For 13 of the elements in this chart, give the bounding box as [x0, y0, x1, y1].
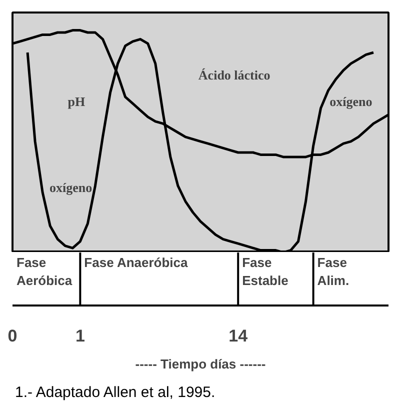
x-tick-label: 0 [8, 326, 18, 346]
annotation: oxígeno [330, 94, 372, 109]
annotation: oxígeno [49, 180, 92, 196]
x-tick-label: 14 [228, 326, 248, 346]
text: Fase Alim. [317, 255, 350, 288]
text: 1.- Adaptado Allen et al, 1995. [15, 383, 216, 403]
annotation: pH [68, 94, 86, 109]
annotation: Ácido láctico [198, 67, 270, 82]
x-axis-title: ----- Tiempo días ------ [135, 356, 266, 372]
text: Fase Estable [242, 255, 288, 288]
text: Fase Aeróbica [16, 255, 73, 288]
text: Fase Anaeróbica [84, 255, 189, 270]
x-tick-label: 1 [75, 326, 85, 346]
